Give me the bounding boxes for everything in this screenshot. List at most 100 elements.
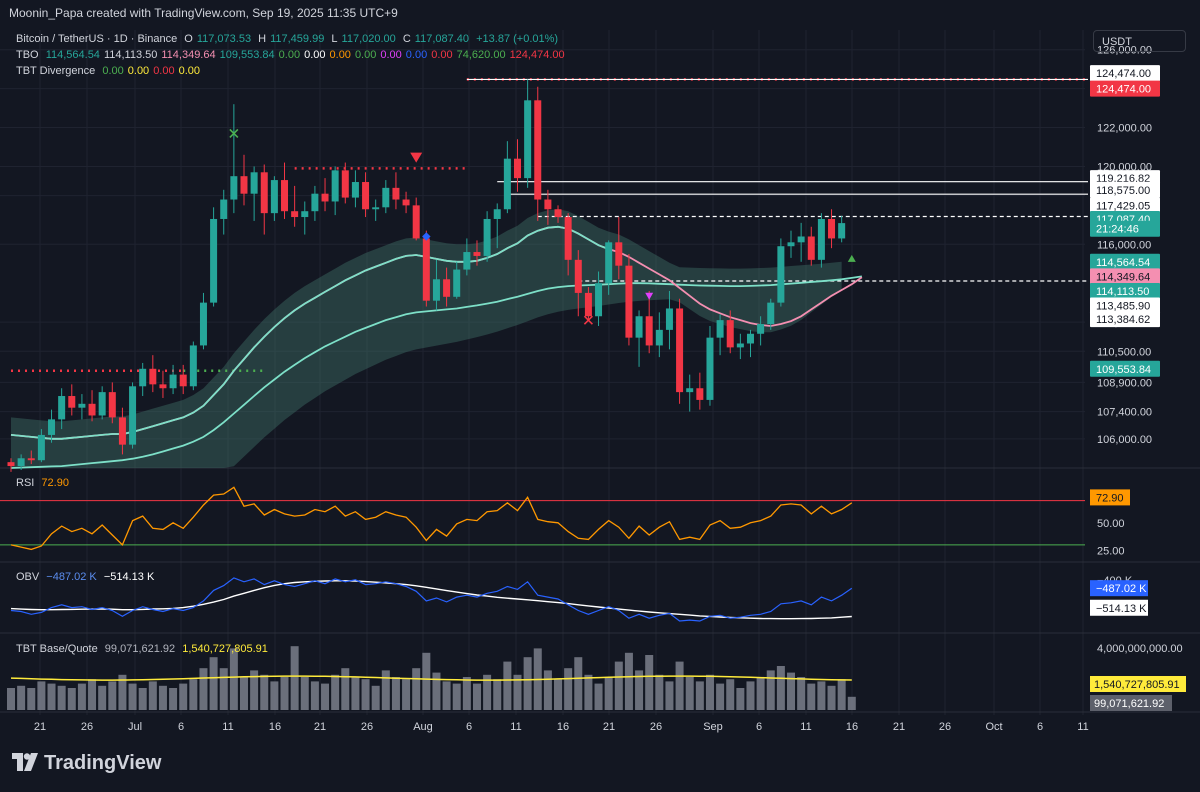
volume-bar	[138, 688, 147, 710]
candle-body	[453, 269, 461, 297]
volume-bar	[27, 688, 36, 710]
high-label: H	[258, 33, 267, 45]
candle-body	[432, 279, 440, 301]
obv-axis-label	[1090, 580, 1148, 597]
candle-body	[595, 283, 603, 317]
volume-bar	[726, 679, 735, 710]
rsi-legend: RSI 72.90	[16, 477, 73, 489]
volume-bar	[391, 677, 400, 710]
volume-bar	[756, 677, 765, 710]
candle-body	[189, 345, 197, 387]
candle-body	[210, 218, 218, 303]
candle-body	[27, 458, 35, 461]
price-axis-label-text: 118,575.00	[1096, 185, 1150, 197]
volume-bar	[310, 681, 319, 710]
price-chart[interactable]: 126,000.00124,000.00122,000.00120,000.00…	[0, 27, 1200, 738]
low-value: 117,020.00	[341, 33, 396, 45]
obv-axis-label-text: −487.02 K	[1096, 583, 1147, 595]
candle-body	[787, 242, 795, 247]
time-tick-label: 11	[1077, 721, 1088, 733]
price-axis-label-text: 124,474.00	[1096, 84, 1151, 96]
tradingview-logo[interactable]: TradingView	[12, 752, 161, 775]
volume-bar	[695, 681, 704, 710]
volume-bar	[655, 674, 664, 710]
candle-body	[331, 170, 339, 202]
volume-average-line	[10, 675, 852, 681]
rsi-tick-label: 50.00	[1097, 518, 1125, 530]
candle-body	[696, 388, 704, 400]
volume-tick-label: 4,000,000,000.00	[1097, 643, 1183, 655]
price-axis-label-text: 114,113.50	[1096, 286, 1149, 298]
candle-body	[483, 218, 491, 256]
signal-diamond	[422, 232, 431, 241]
obv-line	[10, 577, 853, 622]
change-value: +13.87 (+0.01%)	[476, 33, 559, 45]
volume-base-axis-text: 99,071,621.92	[1094, 698, 1164, 710]
tbo-value: 0.00	[405, 49, 428, 61]
candle-body	[382, 187, 390, 208]
price-tick-label: 116,000.00	[1097, 239, 1151, 251]
candle-body	[524, 100, 532, 179]
signal-triangle-down-small	[645, 292, 654, 300]
time-tick-label: 11	[510, 721, 521, 733]
candle-body	[514, 158, 521, 179]
candle-body	[493, 209, 501, 219]
price-axis-label	[1090, 360, 1160, 377]
volume-bar	[321, 683, 330, 710]
currency-selector[interactable]: USDT	[1093, 30, 1186, 52]
volume-bar	[766, 670, 775, 710]
volume-bar	[645, 655, 654, 710]
candle-body	[37, 434, 45, 461]
brand-text: TradingView	[44, 752, 162, 774]
volume-legend: TBT Base/Quote 99,071,621.92 1,540,727,8…	[16, 643, 272, 655]
candle-body	[686, 388, 694, 393]
candle-body	[665, 308, 673, 330]
tbo-value: 0.00	[278, 49, 301, 61]
volume-bar	[746, 681, 755, 710]
candle-body	[797, 236, 805, 243]
time-tick-label: 11	[222, 721, 233, 733]
volume-bar	[422, 652, 431, 710]
volume-bar	[604, 677, 613, 710]
candle-body	[676, 308, 684, 393]
volume-bar	[705, 674, 714, 710]
credit-bar: Moonin_Papa created with TradingView.com…	[0, 0, 1200, 27]
price-axis-label	[1090, 253, 1160, 270]
candle-body	[706, 337, 714, 400]
price-tick-label: 122,000.00	[1097, 123, 1152, 135]
volume-bar	[554, 679, 563, 710]
time-tick-label: Oct	[985, 721, 1002, 733]
candle-body	[169, 374, 177, 389]
volume-quote-axis-label	[1090, 676, 1186, 692]
tbo-value: 0.00	[431, 49, 453, 61]
price-axis-label	[1090, 268, 1160, 285]
volume-bar	[412, 668, 421, 710]
time-tick-label: Aug	[413, 721, 433, 733]
price-axis-label	[1090, 220, 1160, 237]
candle-body	[473, 252, 481, 256]
price-axis-label-text: 117,429.05	[1096, 200, 1150, 212]
tbo-value: 0.00	[380, 49, 402, 61]
rsi-axis-label	[1090, 489, 1130, 506]
obv-ma-axis-label	[1090, 599, 1148, 616]
volume-base-value: 99,071,621.92	[104, 643, 176, 655]
volume-bar	[523, 657, 532, 710]
volume-bar	[432, 672, 441, 710]
candle-body	[746, 333, 754, 344]
price-tick-label: 106,000.00	[1097, 434, 1152, 446]
close-label: C	[402, 33, 411, 45]
candle-body	[625, 265, 633, 338]
tbo-value: 0.00	[354, 49, 377, 61]
tbo-value: 109,553.84	[219, 49, 275, 61]
volume-bar	[280, 677, 289, 710]
price-tick-label: 107,400.00	[1097, 407, 1152, 419]
candle-body	[98, 392, 106, 416]
candle-body	[240, 176, 248, 194]
price-axis-label	[1090, 80, 1160, 97]
volume-bar	[128, 683, 137, 710]
candle-body	[564, 217, 572, 260]
candle-body	[129, 386, 137, 445]
volume-bar	[209, 657, 218, 710]
volume-bar	[513, 674, 522, 710]
div-value: 0.00	[102, 65, 124, 77]
